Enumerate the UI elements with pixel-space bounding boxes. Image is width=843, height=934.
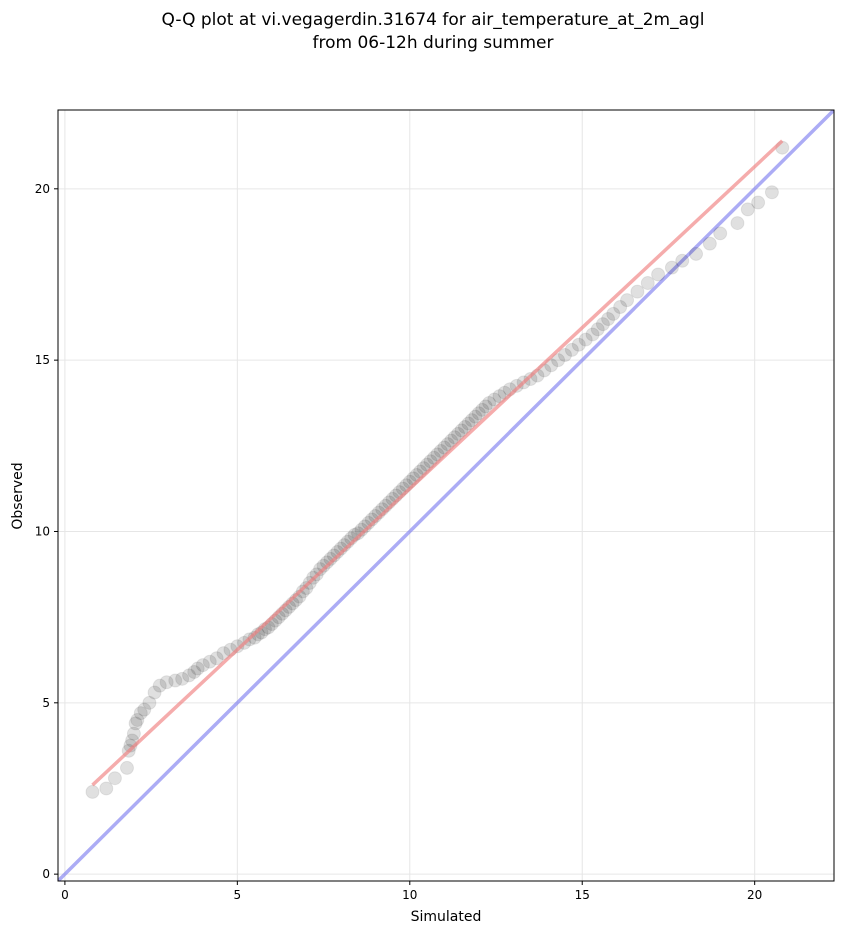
- data-point: [564, 342, 579, 357]
- data-point: [195, 658, 210, 673]
- data-point: [613, 300, 628, 315]
- x-axis-ticks: 0 5 10 15 20: [61, 881, 762, 902]
- data-point: [468, 409, 483, 424]
- data-point: [730, 216, 745, 231]
- data-point: [689, 246, 704, 261]
- data-point: [454, 423, 469, 438]
- y-tick-label: 20: [35, 182, 50, 196]
- data-point: [142, 695, 157, 710]
- data-point: [551, 353, 566, 368]
- data-point: [601, 312, 616, 327]
- data-point: [664, 260, 679, 275]
- x-tick-label: 20: [747, 888, 762, 902]
- data-point: [461, 416, 476, 431]
- data-point: [464, 413, 479, 428]
- data-point: [444, 433, 459, 448]
- x-tick-label: 10: [402, 888, 417, 902]
- data-point: [316, 558, 331, 573]
- reference-lines: [58, 110, 834, 881]
- data-point: [590, 322, 605, 337]
- data-point: [571, 337, 586, 352]
- x-tick-label: 15: [575, 888, 590, 902]
- data-point: [230, 639, 245, 654]
- data-point: [159, 675, 174, 690]
- data-point: [85, 784, 100, 799]
- data-point: [440, 437, 455, 452]
- data-point: [437, 440, 452, 455]
- identity-line: [58, 110, 834, 881]
- data-point: [478, 399, 493, 414]
- y-axis-label: Observed: [10, 462, 26, 529]
- x-tick-label: 5: [234, 888, 242, 902]
- data-point: [168, 673, 183, 688]
- data-point: [107, 771, 122, 786]
- data-point: [175, 671, 190, 686]
- data-point: [457, 419, 472, 434]
- data-point: [182, 668, 197, 683]
- data-point: [471, 406, 486, 421]
- data-point: [209, 651, 224, 666]
- data-point: [606, 306, 621, 321]
- data-point: [595, 317, 610, 332]
- data-point: [451, 426, 466, 441]
- y-tick-label: 5: [42, 696, 50, 710]
- data-point: [702, 236, 717, 251]
- data-point: [482, 395, 497, 410]
- data-points: [85, 139, 790, 799]
- data-point: [578, 332, 593, 347]
- data-point: [152, 678, 167, 693]
- data-point: [202, 654, 217, 669]
- data-point: [126, 726, 141, 741]
- y-tick-label: 0: [42, 867, 50, 881]
- data-point: [119, 760, 134, 775]
- data-point: [523, 371, 538, 386]
- chart-title-line-1: Q-Q plot at vi.vegagerdin.31674 for air_…: [161, 10, 704, 30]
- data-point: [128, 716, 143, 731]
- data-point: [740, 202, 755, 217]
- data-point: [216, 646, 231, 661]
- data-point: [133, 706, 148, 721]
- data-point: [99, 781, 114, 796]
- data-point: [299, 581, 314, 596]
- data-point: [509, 378, 524, 393]
- chart-title-line-2: from 06-12h during summer: [313, 33, 554, 53]
- x-tick-label: 0: [61, 888, 69, 902]
- data-point: [675, 253, 690, 268]
- data-point: [713, 226, 728, 241]
- y-tick-label: 10: [35, 524, 50, 538]
- data-point: [487, 392, 502, 407]
- data-point: [751, 195, 766, 210]
- data-point: [475, 402, 490, 417]
- data-point: [630, 284, 645, 299]
- data-point: [640, 276, 655, 291]
- x-axis-label: Simulated: [411, 909, 482, 925]
- data-point: [187, 664, 202, 679]
- data-point: [447, 430, 462, 445]
- data-point: [130, 712, 145, 727]
- grid-lines: [58, 110, 834, 881]
- y-tick-label: 15: [35, 353, 50, 367]
- data-point: [190, 661, 205, 676]
- data-point: [764, 185, 779, 200]
- y-axis-ticks: 0 5 10 15 20: [35, 182, 58, 881]
- data-point: [620, 293, 635, 308]
- data-point: [147, 685, 162, 700]
- data-point: [295, 584, 310, 599]
- fit-line: [91, 139, 784, 787]
- data-point: [585, 327, 600, 342]
- data-point: [557, 348, 572, 363]
- data-point: [651, 267, 666, 282]
- data-point: [313, 562, 328, 577]
- data-point: [137, 702, 152, 717]
- plot-frame: [57, 109, 835, 882]
